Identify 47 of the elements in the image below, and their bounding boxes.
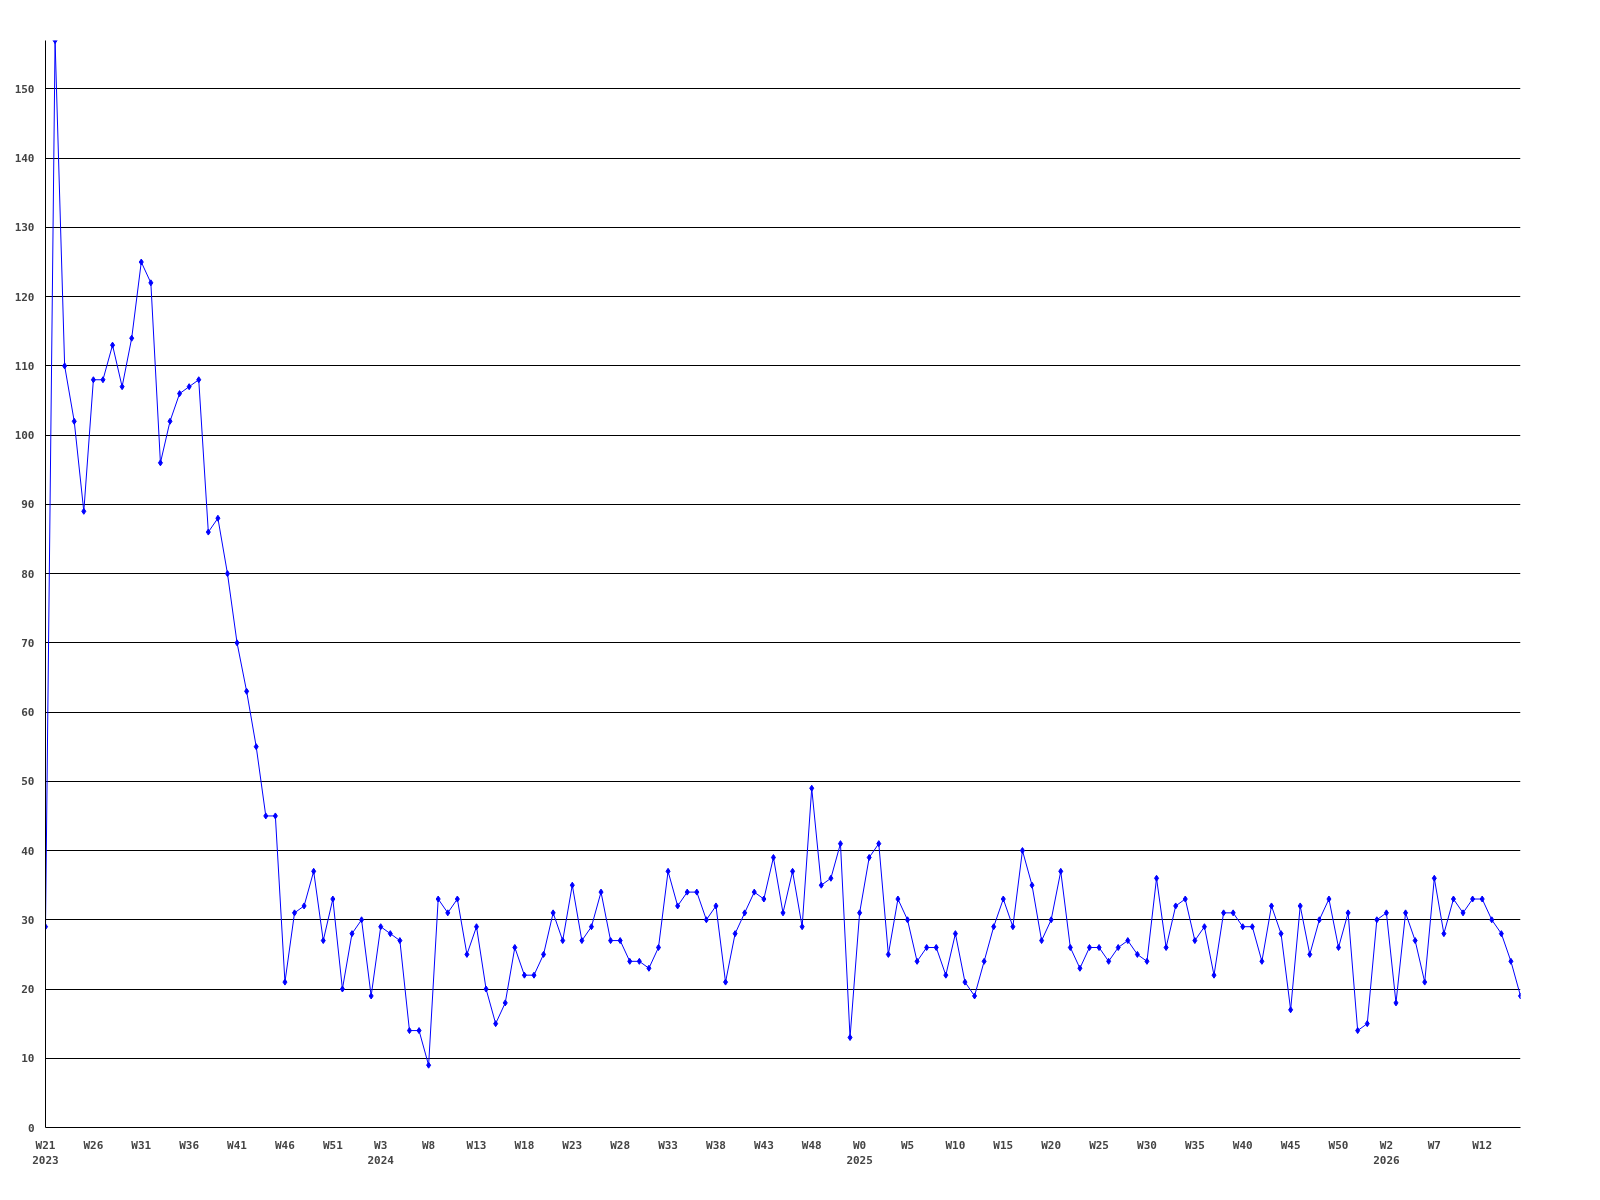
y-tick-label: 50	[21, 775, 35, 789]
y-tick-label: 70	[21, 636, 35, 650]
x-tick-label: W50	[1328, 1138, 1349, 1152]
x-tick-label: W40	[1232, 1138, 1253, 1152]
x-tick-label: W36	[179, 1138, 200, 1152]
x-tick-label: W28	[610, 1138, 631, 1152]
x-tick-label: W20	[1041, 1138, 1062, 1152]
x-tick-label: W31	[131, 1138, 152, 1152]
y-tick-label: 110	[14, 359, 35, 373]
x-tick-label: W23	[562, 1138, 583, 1152]
y-tick-label: 20	[21, 983, 35, 997]
x-tick-label: W10	[945, 1138, 966, 1152]
x-tick-label: W48	[801, 1138, 822, 1152]
x-tick-label: W33	[658, 1138, 679, 1152]
y-tick-label: 80	[21, 567, 35, 581]
y-tick-label: 140	[14, 152, 35, 166]
y-tick-label: 10	[21, 1052, 35, 1066]
x-tick-label: W30	[1137, 1138, 1157, 1152]
x-tick-label: W18	[514, 1138, 535, 1152]
x-tick-label: W26	[83, 1138, 104, 1152]
x-tick-label: W21 2023	[32, 1138, 59, 1168]
x-tick-label: W45	[1280, 1138, 1301, 1152]
x-tick-label: W2 2026	[1373, 1138, 1401, 1168]
y-tick-label: 60	[21, 706, 35, 720]
y-tick-label: 100	[14, 429, 35, 443]
x-tick-label: W38	[706, 1138, 726, 1152]
x-tick-label: W41	[227, 1138, 248, 1152]
x-tick-label: W15	[993, 1138, 1014, 1152]
x-tick-label: W13	[466, 1138, 487, 1152]
x-tick-label: W51	[322, 1138, 344, 1152]
y-tick-label: 30	[21, 913, 35, 927]
y-tick-label: 130	[14, 221, 35, 235]
y-tick-label: 40	[21, 844, 35, 858]
x-tick-label: W35	[1184, 1138, 1205, 1152]
x-tick-label: W8	[421, 1138, 436, 1152]
x-tick-label: W5	[900, 1138, 915, 1152]
x-tick-label: W7	[1427, 1138, 1441, 1152]
x-tick-label: W3 2024	[367, 1138, 395, 1168]
y-tick-label: 90	[21, 498, 35, 512]
y-tick-label: 0	[27, 1121, 35, 1135]
x-tick-label: W12	[1472, 1138, 1493, 1152]
x-tick-label: W0 2025	[846, 1138, 873, 1168]
x-tick-label: W46	[275, 1138, 296, 1152]
y-tick-label: 120	[14, 290, 35, 304]
y-tick-label: 150	[14, 82, 35, 96]
x-tick-label: W25	[1089, 1138, 1110, 1152]
x-tick-label: W43	[753, 1138, 774, 1152]
